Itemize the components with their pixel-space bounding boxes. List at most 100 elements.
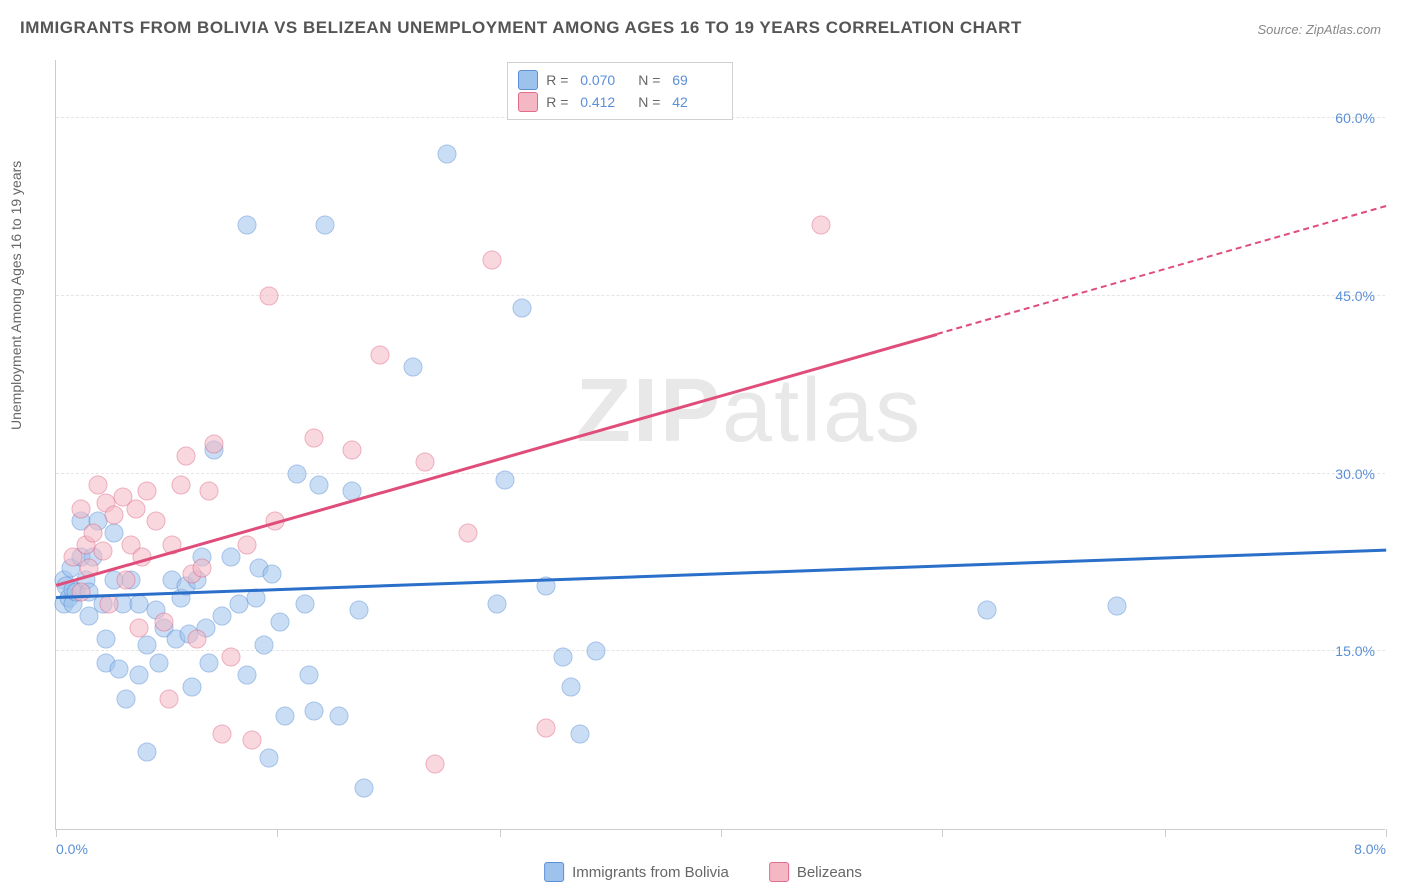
scatter-point: [304, 701, 323, 720]
scatter-point: [138, 482, 157, 501]
y-tick-label: 30.0%: [1335, 466, 1375, 482]
scatter-point: [146, 512, 165, 531]
scatter-point: [354, 778, 373, 797]
scatter-point: [259, 748, 278, 767]
scatter-point: [100, 594, 119, 613]
scatter-point: [371, 346, 390, 365]
scatter-point: [213, 725, 232, 744]
x-tick: [277, 829, 278, 837]
scatter-point: [342, 440, 361, 459]
scatter-point: [221, 648, 240, 667]
chart-title: IMMIGRANTS FROM BOLIVIA VS BELIZEAN UNEM…: [20, 18, 1022, 38]
scatter-point: [554, 648, 573, 667]
scatter-point: [160, 689, 179, 708]
scatter-point: [138, 743, 157, 762]
legend-swatch: [769, 862, 789, 882]
x-tick: [1165, 829, 1166, 837]
x-tick-label-max: 8.0%: [1354, 841, 1386, 857]
legend-bottom: Immigrants from BoliviaBelizeans: [544, 862, 862, 882]
x-tick-label-min: 0.0%: [56, 841, 88, 857]
scatter-point: [238, 666, 257, 685]
scatter-point: [1107, 597, 1126, 616]
scatter-point: [288, 464, 307, 483]
scatter-point: [329, 707, 348, 726]
scatter-point: [221, 547, 240, 566]
scatter-point: [238, 215, 257, 234]
scatter-point: [105, 506, 124, 525]
scatter-point: [243, 731, 262, 750]
scatter-point: [512, 298, 531, 317]
x-tick: [1386, 829, 1387, 837]
scatter-point: [83, 523, 102, 542]
scatter-point: [482, 251, 501, 270]
y-tick-label: 15.0%: [1335, 643, 1375, 659]
scatter-point: [155, 612, 174, 631]
scatter-point: [204, 435, 223, 454]
legend-row: R =0.070N =69: [518, 69, 722, 91]
legend-item: Immigrants from Bolivia: [544, 862, 729, 882]
watermark: ZIPatlas: [576, 360, 922, 463]
scatter-point: [105, 523, 124, 542]
scatter-point: [487, 594, 506, 613]
scatter-point: [171, 476, 190, 495]
scatter-point: [116, 689, 135, 708]
scatter-point: [263, 565, 282, 584]
legend-n-label: N =: [638, 69, 664, 91]
scatter-point: [130, 618, 149, 637]
scatter-point: [176, 446, 195, 465]
legend-n-value: 42: [672, 91, 722, 113]
scatter-point: [150, 654, 169, 673]
scatter-point: [88, 476, 107, 495]
legend-correlation-box: R =0.070N =69R =0.412N =42: [507, 62, 733, 120]
legend-r-value: 0.412: [580, 91, 630, 113]
source-attribution: Source: ZipAtlas.com: [1257, 22, 1381, 37]
scatter-point: [978, 600, 997, 619]
scatter-point: [259, 286, 278, 305]
scatter-point: [495, 470, 514, 489]
scatter-point: [130, 666, 149, 685]
y-tick-label: 60.0%: [1335, 110, 1375, 126]
scatter-point: [126, 500, 145, 519]
scatter-point: [96, 630, 115, 649]
scatter-point: [299, 666, 318, 685]
scatter-point: [296, 594, 315, 613]
scatter-point: [254, 636, 273, 655]
scatter-point: [426, 754, 445, 773]
scatter-point: [437, 144, 456, 163]
legend-r-label: R =: [546, 91, 572, 113]
gridline: [56, 295, 1385, 296]
scatter-point: [238, 535, 257, 554]
legend-swatch: [544, 862, 564, 882]
legend-swatch: [518, 92, 538, 112]
legend-series-name: Immigrants from Bolivia: [572, 864, 729, 881]
scatter-point: [537, 719, 556, 738]
legend-row: R =0.412N =42: [518, 91, 722, 113]
scatter-point: [570, 725, 589, 744]
y-tick-label: 45.0%: [1335, 288, 1375, 304]
scatter-point: [71, 500, 90, 519]
scatter-point: [116, 571, 135, 590]
scatter-point: [110, 660, 129, 679]
scatter-point: [304, 429, 323, 448]
scatter-point: [416, 452, 435, 471]
scatter-point: [138, 636, 157, 655]
scatter-point: [199, 482, 218, 501]
scatter-point: [349, 600, 368, 619]
scatter-point: [193, 559, 212, 578]
scatter-point: [276, 707, 295, 726]
y-axis-label: Unemployment Among Ages 16 to 19 years: [8, 161, 24, 430]
trend-line: [937, 205, 1386, 335]
scatter-point: [199, 654, 218, 673]
scatter-point: [183, 677, 202, 696]
legend-n-value: 69: [672, 69, 722, 91]
scatter-point: [93, 541, 112, 560]
x-tick: [721, 829, 722, 837]
scatter-point: [309, 476, 328, 495]
scatter-point: [811, 215, 830, 234]
x-tick: [500, 829, 501, 837]
scatter-point: [188, 630, 207, 649]
legend-r-value: 0.070: [580, 69, 630, 91]
scatter-point: [562, 677, 581, 696]
scatter-point: [587, 642, 606, 661]
gridline: [56, 473, 1385, 474]
